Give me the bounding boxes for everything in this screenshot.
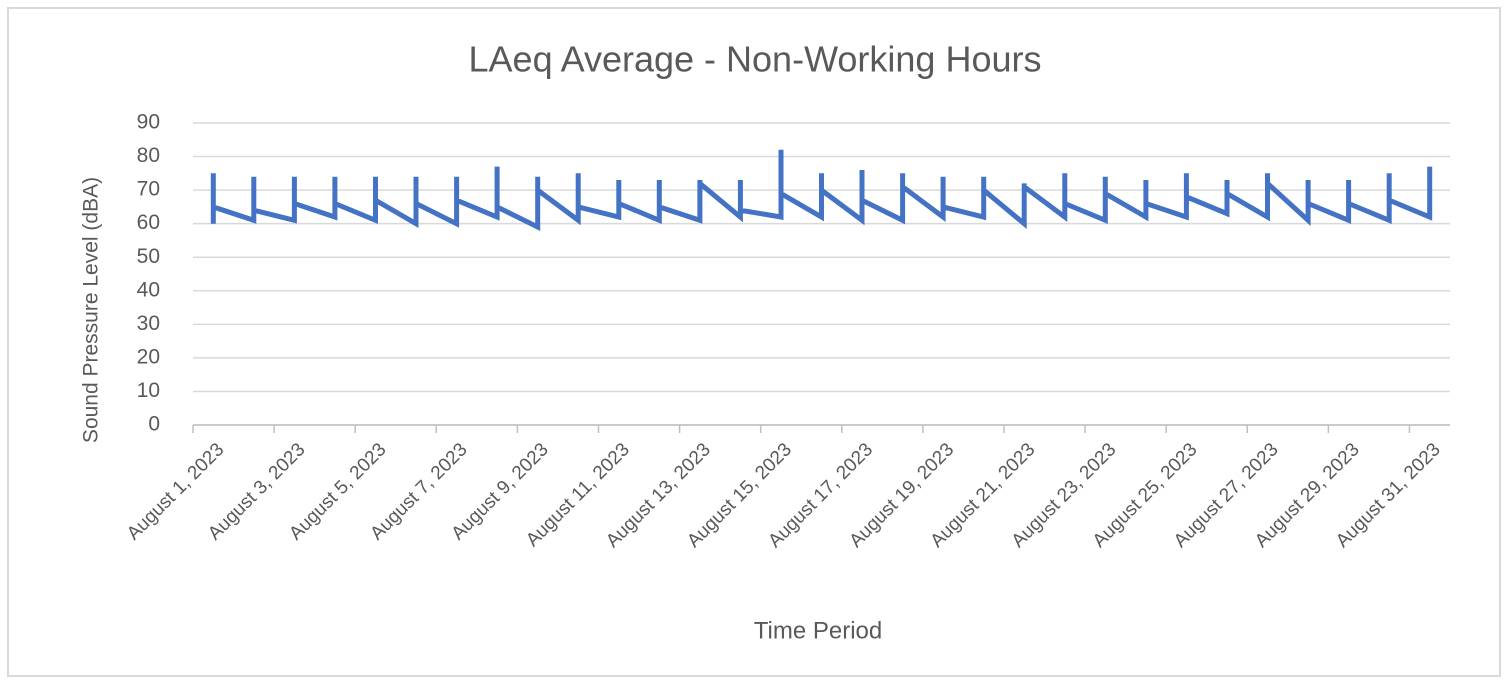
y-tick-label: 80 (137, 144, 160, 167)
y-tick-label: 10 (137, 379, 160, 402)
y-tick-label: 70 (137, 178, 160, 201)
y-axis-label: Sound Pressure Level (dBA) (80, 177, 103, 443)
x-axis-label: Time Period (754, 617, 882, 644)
y-tick-label: 40 (137, 278, 160, 301)
y-tick-label: 60 (137, 211, 160, 234)
data-line (210, 149, 1433, 232)
y-tick-label: 90 (137, 111, 160, 134)
chart-frame (7, 7, 1501, 677)
chart-title: LAeq Average - Non-Working Hours (469, 39, 1042, 80)
y-tick-label: 0 (148, 413, 160, 436)
y-tick-label: 50 (137, 245, 160, 268)
y-tick-label: 20 (137, 345, 160, 368)
y-tick-label: 30 (137, 312, 160, 335)
